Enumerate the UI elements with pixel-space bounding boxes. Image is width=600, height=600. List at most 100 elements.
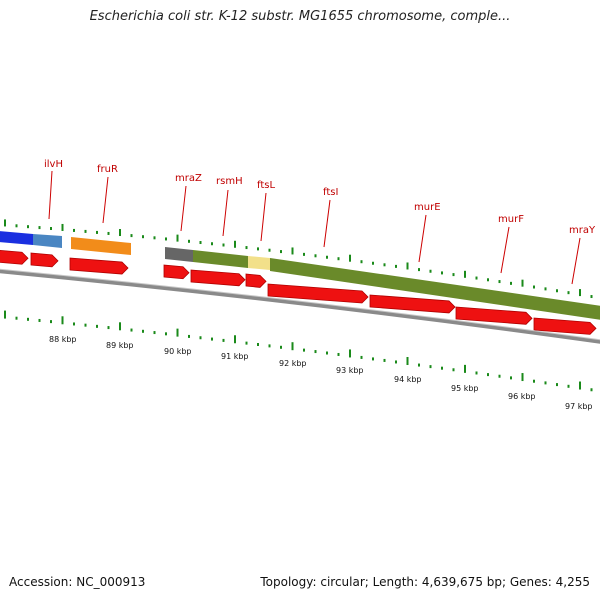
minor-tick bbox=[38, 226, 41, 230]
major-tick bbox=[119, 322, 121, 331]
minor-tick bbox=[337, 352, 340, 356]
minor-tick bbox=[257, 247, 259, 251]
major-tick bbox=[176, 234, 179, 242]
scale-label-97: 97 kbp bbox=[565, 402, 593, 411]
minor-tick bbox=[429, 269, 432, 273]
minor-tick bbox=[567, 384, 570, 388]
minor-tick bbox=[326, 351, 328, 355]
upper-tick-row bbox=[4, 219, 593, 299]
gene-label-murf[interactable]: murF bbox=[498, 214, 524, 225]
minor-tick bbox=[211, 242, 213, 246]
major-tick bbox=[234, 335, 236, 344]
minor-tick bbox=[84, 323, 87, 327]
minor-tick bbox=[222, 243, 225, 247]
major-tick bbox=[349, 349, 351, 358]
minor-tick bbox=[590, 388, 593, 392]
gene-block-ftsi-mray[interactable] bbox=[270, 258, 600, 320]
gene-label-mraz[interactable]: mraZ bbox=[175, 173, 202, 184]
cds-arrow[interactable] bbox=[30, 252, 59, 268]
minor-tick bbox=[130, 328, 133, 332]
minor-tick bbox=[222, 338, 225, 342]
cds-arrow[interactable] bbox=[533, 317, 597, 335]
minor-tick bbox=[510, 281, 512, 285]
cds-arrow[interactable] bbox=[0, 249, 29, 265]
minor-tick bbox=[383, 358, 386, 362]
minor-tick bbox=[533, 379, 535, 383]
cds-arrow[interactable] bbox=[69, 257, 129, 275]
minor-tick bbox=[429, 365, 432, 369]
scale-tick-row bbox=[4, 310, 593, 392]
scale-label-88: 88 kbp bbox=[49, 335, 77, 344]
major-tick bbox=[234, 240, 236, 248]
minor-tick bbox=[452, 368, 455, 372]
gene-label-mray[interactable]: mraY bbox=[569, 225, 596, 236]
minor-tick bbox=[199, 336, 202, 340]
scale-label-91: 91 kbp bbox=[221, 352, 249, 361]
minor-tick bbox=[96, 324, 98, 328]
minor-tick bbox=[165, 332, 167, 336]
minor-tick bbox=[498, 280, 501, 284]
minor-tick bbox=[268, 248, 271, 252]
minor-tick bbox=[245, 246, 248, 250]
minor-tick bbox=[395, 360, 397, 364]
minor-tick bbox=[15, 224, 18, 228]
minor-tick bbox=[418, 363, 420, 367]
gene-label-ftsi[interactable]: ftsI bbox=[323, 187, 338, 198]
minor-tick bbox=[487, 278, 489, 282]
minor-tick bbox=[590, 295, 593, 299]
major-tick bbox=[291, 342, 294, 351]
gene-block-rsmh[interactable] bbox=[193, 250, 248, 268]
gene-label-mure[interactable]: murE bbox=[414, 202, 441, 213]
gene-label-ftsl[interactable]: ftsL bbox=[257, 180, 275, 191]
minor-tick bbox=[245, 341, 248, 345]
gene-label-ilvh[interactable]: ilvH bbox=[44, 159, 63, 170]
minor-tick bbox=[211, 337, 213, 341]
minor-tick bbox=[27, 317, 29, 321]
gene-block-mraz[interactable] bbox=[165, 247, 193, 262]
minor-tick bbox=[567, 291, 570, 295]
minor-tick bbox=[314, 254, 317, 258]
minor-tick bbox=[130, 234, 133, 238]
cds-arrow[interactable] bbox=[163, 264, 190, 280]
cds-arrow[interactable] bbox=[267, 283, 369, 304]
minor-tick bbox=[142, 329, 144, 333]
major-tick bbox=[579, 289, 581, 297]
cds-arrow[interactable] bbox=[455, 306, 533, 325]
minor-tick bbox=[84, 229, 87, 233]
minor-tick bbox=[372, 357, 374, 361]
minor-tick bbox=[73, 322, 75, 326]
gene-block-ftsl[interactable] bbox=[248, 256, 270, 270]
minor-tick bbox=[544, 381, 547, 385]
gene-block-blue[interactable] bbox=[0, 231, 33, 245]
minor-tick bbox=[383, 263, 386, 267]
gene-feature-track bbox=[0, 231, 600, 320]
scale-label-92: 92 kbp bbox=[279, 359, 307, 368]
minor-tick bbox=[314, 350, 317, 354]
minor-tick bbox=[303, 348, 305, 352]
gene-block-frur[interactable] bbox=[71, 237, 131, 255]
cds-arrow[interactable] bbox=[190, 269, 246, 287]
minor-tick bbox=[188, 239, 190, 243]
minor-tick bbox=[38, 318, 41, 322]
major-tick bbox=[4, 310, 6, 319]
minor-tick bbox=[303, 252, 305, 256]
minor-tick bbox=[280, 250, 282, 254]
minor-tick bbox=[510, 376, 512, 380]
minor-tick bbox=[199, 241, 202, 245]
minor-tick bbox=[27, 225, 29, 229]
scale-label-94: 94 kbp bbox=[394, 375, 422, 384]
minor-tick bbox=[50, 227, 52, 231]
major-tick bbox=[464, 364, 466, 373]
scale-label-95: 95 kbp bbox=[451, 384, 479, 393]
cds-arrow[interactable] bbox=[369, 294, 456, 314]
minor-tick bbox=[96, 230, 98, 234]
gene-block-steelblue[interactable] bbox=[33, 234, 62, 248]
minor-tick bbox=[418, 268, 420, 272]
minor-tick bbox=[360, 355, 363, 359]
cds-arrow[interactable] bbox=[245, 273, 267, 288]
gene-label-frur[interactable]: fruR bbox=[97, 164, 118, 175]
major-tick bbox=[406, 357, 409, 366]
gene-label-rsmh[interactable]: rsmH bbox=[216, 176, 243, 187]
